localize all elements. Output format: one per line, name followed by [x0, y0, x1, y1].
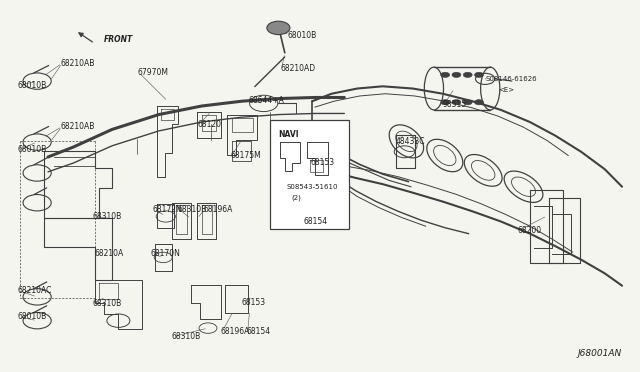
Text: (2): (2): [291, 195, 301, 201]
Text: 68310B: 68310B: [172, 332, 201, 341]
Text: 68010B: 68010B: [18, 312, 47, 321]
Text: 68196A: 68196A: [221, 327, 250, 336]
Text: 67970M: 67970M: [138, 68, 168, 77]
Text: 68153: 68153: [310, 158, 335, 167]
Text: 68154: 68154: [246, 327, 271, 336]
Text: 68010B: 68010B: [18, 145, 47, 154]
Text: 68010B: 68010B: [288, 31, 317, 40]
Circle shape: [474, 72, 483, 77]
Text: 68644+A: 68644+A: [248, 96, 284, 105]
Text: 68172N: 68172N: [152, 205, 182, 214]
Text: 68175M: 68175M: [230, 151, 261, 160]
Text: 68153: 68153: [242, 298, 266, 307]
Circle shape: [441, 72, 450, 77]
Circle shape: [452, 100, 461, 105]
Text: 68310B: 68310B: [93, 299, 122, 308]
Text: 68310B: 68310B: [178, 205, 207, 214]
Text: 68154: 68154: [304, 217, 328, 226]
Circle shape: [463, 100, 472, 105]
Circle shape: [474, 100, 483, 105]
Circle shape: [463, 72, 472, 77]
Text: 68120: 68120: [197, 120, 221, 129]
Circle shape: [267, 21, 290, 35]
Text: 98515: 98515: [443, 100, 467, 109]
Text: 68210A: 68210A: [95, 249, 124, 258]
Text: 68210AD: 68210AD: [280, 64, 316, 73]
Text: S08543-51610: S08543-51610: [287, 184, 338, 190]
Text: S08146-61626: S08146-61626: [485, 76, 537, 82]
Text: 68170N: 68170N: [150, 249, 180, 258]
Circle shape: [441, 100, 450, 105]
Text: 68310B: 68310B: [93, 212, 122, 221]
Circle shape: [452, 72, 461, 77]
Text: 68210AB: 68210AB: [61, 122, 95, 131]
Text: 68010B: 68010B: [18, 81, 47, 90]
Text: J68001AN: J68001AN: [578, 349, 622, 358]
Text: <E>: <E>: [498, 87, 514, 93]
Text: 68196A: 68196A: [204, 205, 233, 214]
Text: 68210AC: 68210AC: [18, 286, 52, 295]
Text: NAVI: NAVI: [278, 130, 298, 139]
Text: 68200: 68200: [517, 226, 541, 235]
Text: 48433C: 48433C: [396, 137, 425, 146]
Text: FRONT: FRONT: [104, 35, 133, 44]
Bar: [270, 120, 349, 229]
Text: 68210AB: 68210AB: [61, 59, 95, 68]
